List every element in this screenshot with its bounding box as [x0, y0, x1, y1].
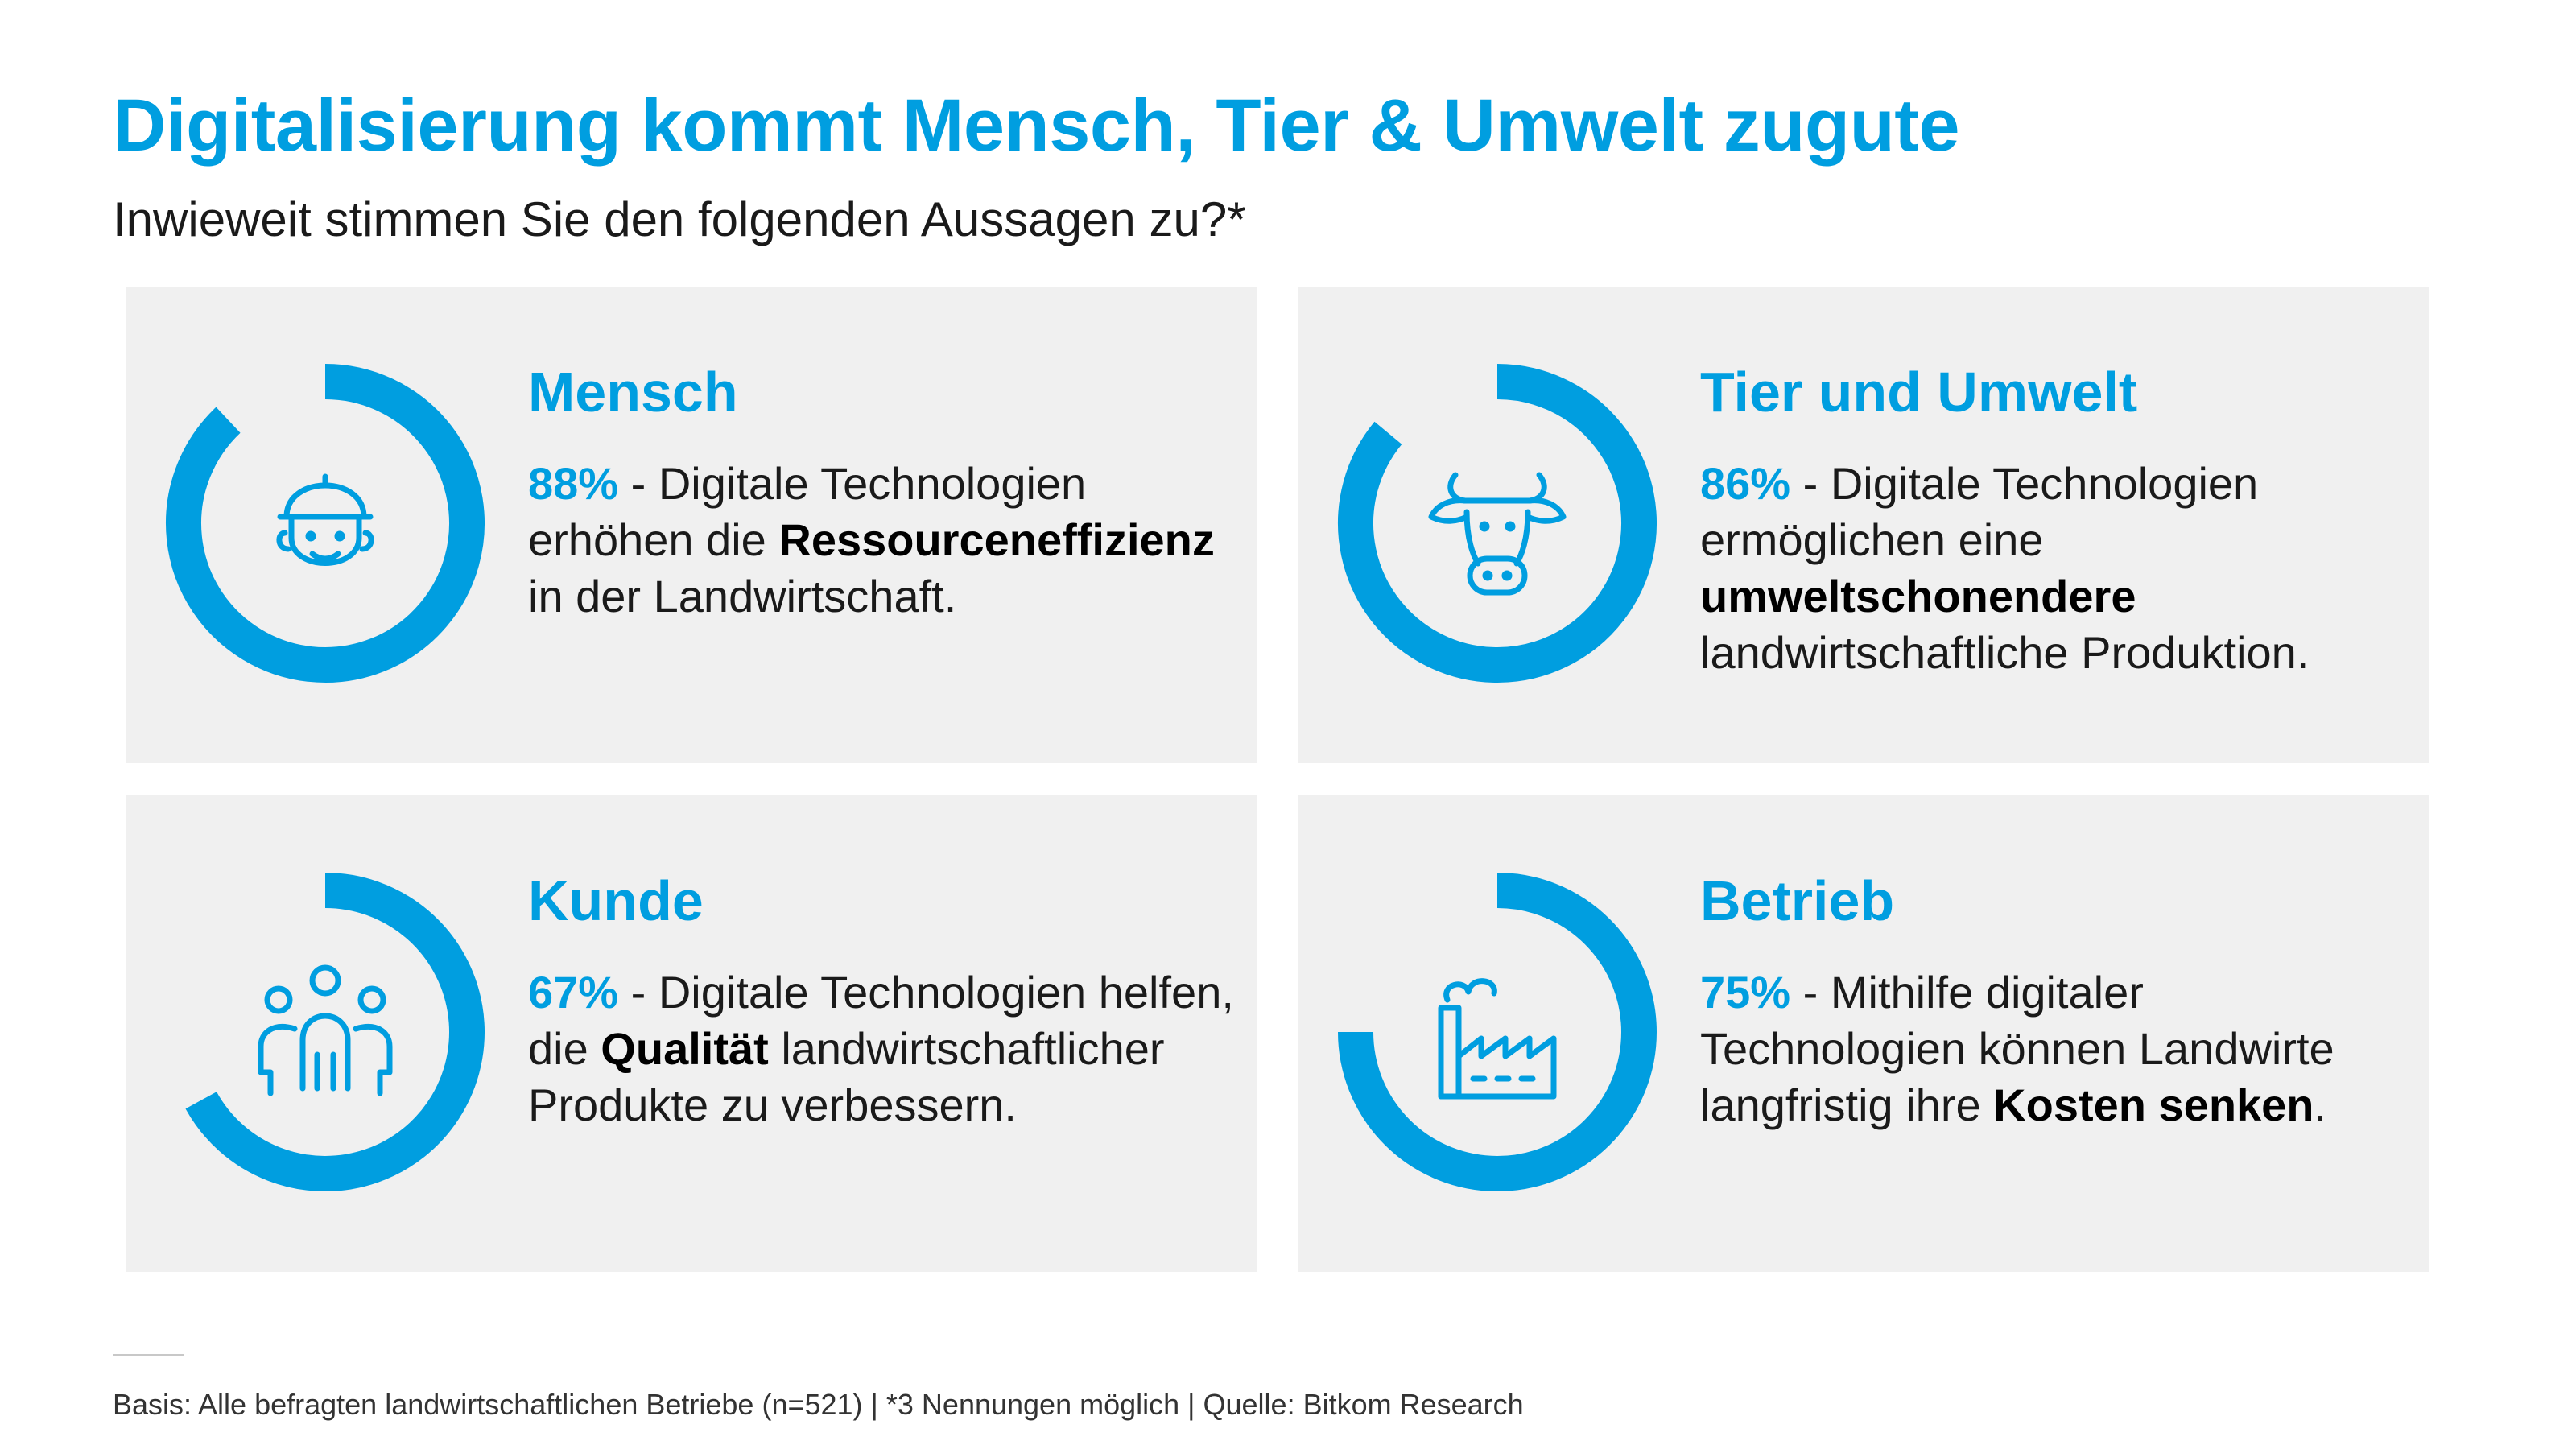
- donut-chart: [185, 873, 485, 1191]
- percent-value: 75%: [1700, 967, 1791, 1018]
- card-text: 67% - Digitale Technologien helfen, die …: [528, 964, 1236, 1133]
- statement-text: - Digitale Technologien ermöglichen eine: [1700, 458, 2259, 565]
- donut-arc-mensch: [166, 364, 485, 683]
- page-title: Digitalisierung kommt Mensch, Tier & Umw…: [113, 85, 1960, 167]
- statement-text-end: landwirtschaftlicher Produkte zu verbess…: [528, 1023, 1165, 1130]
- statement-text: - Digitale Technologien helfen, die: [528, 967, 1234, 1074]
- statement-text-end: .: [2314, 1080, 2327, 1130]
- card-mensch: Mensch 88% - Digitale Technologien erhöh…: [126, 287, 1257, 763]
- donut-arc-betrieb: [1338, 873, 1657, 1191]
- card-text: 86% - Digitale Technologien ermöglichen …: [1700, 456, 2409, 681]
- farmer-icon: [276, 473, 374, 566]
- percent-value: 88%: [528, 458, 619, 509]
- footnote: Basis: Alle befragten landwirtschaftlich…: [113, 1388, 1524, 1421]
- percent-value: 67%: [528, 967, 619, 1018]
- card-betrieb: Betrieb 75% - Mithilfe digitaler Technol…: [1298, 795, 2429, 1272]
- card-heading: Tier und Umwelt: [1700, 361, 2138, 423]
- statement-text: - Mithilfe digitaler Technologien können…: [1700, 967, 2334, 1130]
- card-heading: Betrieb: [1700, 869, 1895, 932]
- donut-arc-tier-und-umwelt: [1338, 364, 1657, 683]
- card-heading: Mensch: [528, 361, 738, 423]
- statement-text-end: landwirtschaftliche Produktion.: [1700, 627, 2310, 678]
- card-text: 88% - Digitale Technologien erhöhen die …: [528, 456, 1236, 625]
- statement-emphasis: Kosten senken: [1993, 1080, 2314, 1130]
- page-subtitle: Inwieweit stimmen Sie den folgenden Auss…: [113, 192, 1246, 246]
- factory-icon: [1438, 978, 1557, 1100]
- card-tier-und-umwelt: Tier und Umwelt 86% - Digitale Technolog…: [1298, 287, 2429, 763]
- card-kunde: Kunde 67% - Digitale Technologien helfen…: [126, 795, 1257, 1272]
- statement-text: - Digitale Technologien erhöhen die: [528, 458, 1087, 565]
- donut-chart: [1338, 364, 1657, 683]
- people-icon: [258, 964, 393, 1096]
- donut-chart: [1338, 873, 1657, 1191]
- statement-emphasis: Qualität: [601, 1023, 769, 1074]
- statement-text-end: in der Landwirtschaft.: [528, 571, 957, 621]
- donut-chart: [166, 364, 485, 683]
- card-heading: Kunde: [528, 869, 704, 932]
- card-text: 75% - Mithilfe digitaler Technologien kö…: [1700, 964, 2409, 1133]
- statement-emphasis: umweltschonendere: [1700, 571, 2136, 621]
- donut-arc-kunde: [185, 873, 485, 1191]
- cow-icon: [1428, 472, 1567, 596]
- statement-emphasis: Ressourceneffizienz: [778, 514, 1215, 565]
- percent-value: 86%: [1700, 458, 1791, 509]
- footer-divider: [113, 1354, 184, 1356]
